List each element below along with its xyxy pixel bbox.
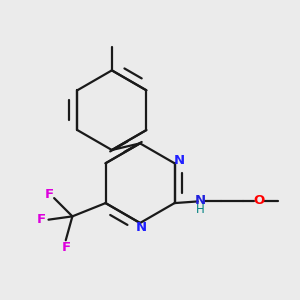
Text: F: F [62, 241, 71, 254]
Text: O: O [254, 194, 265, 207]
Text: H: H [196, 203, 204, 216]
Text: N: N [136, 221, 147, 234]
Text: N: N [173, 154, 184, 167]
Text: F: F [37, 212, 46, 226]
Text: F: F [44, 188, 53, 201]
Text: N: N [194, 194, 206, 207]
